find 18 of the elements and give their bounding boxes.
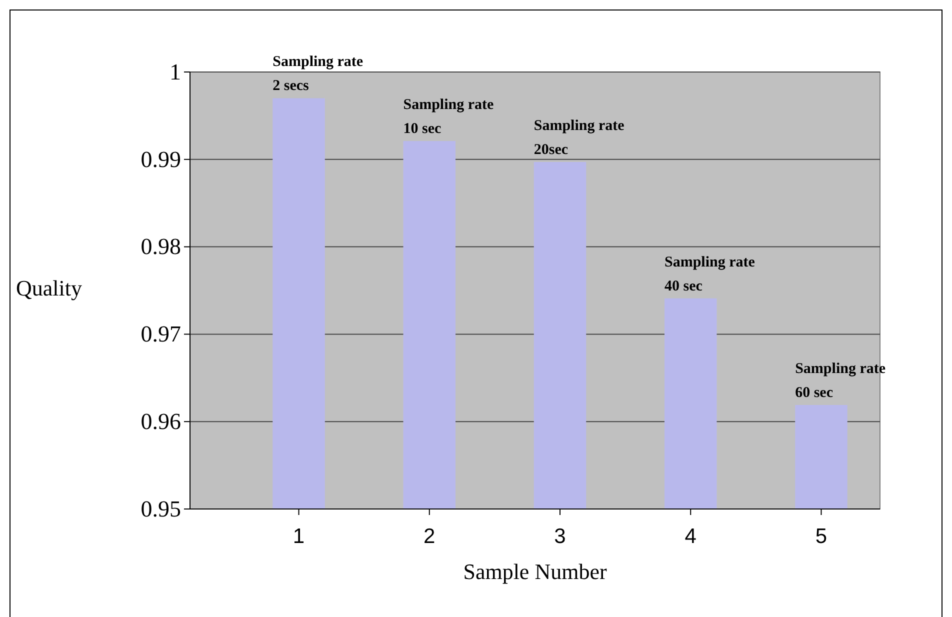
x-tick-label: 5 — [815, 525, 828, 548]
y-tick-label: 0.98 — [140, 234, 181, 260]
x-tick-label: 3 — [554, 525, 566, 548]
y-tick-label: 0.99 — [140, 146, 181, 172]
y-tick-label: 0.96 — [140, 408, 181, 434]
x-axis-title: Sample Number — [463, 559, 608, 584]
y-tick-label: 1 — [170, 59, 181, 84]
y-axis-title: Quality — [16, 276, 82, 301]
y-tick-label: 0.95 — [140, 496, 181, 522]
annotation: Sampling rate 40 sec — [664, 254, 756, 294]
x-tick-label: 2 — [424, 525, 436, 548]
x-tick-label: 4 — [684, 525, 697, 548]
annotation: Sampling rate 60 sec — [795, 360, 886, 401]
y-tick-label: 0.97 — [140, 322, 181, 347]
x-tick-label: 1 — [292, 525, 305, 548]
annotation: Sampling rate 20sec — [534, 118, 625, 158]
annotation: Sampling rate 2 secs — [272, 54, 364, 94]
annotation: Sampling rate 10 sec — [403, 97, 494, 138]
